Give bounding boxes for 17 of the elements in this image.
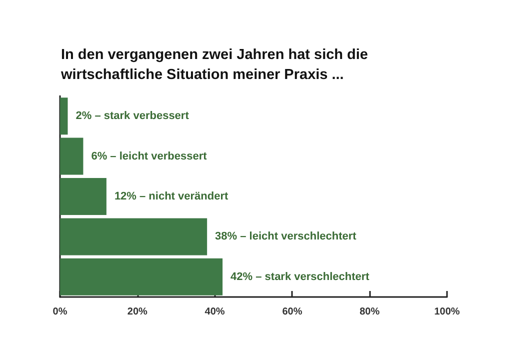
data-label: 2% – stark verbessert: [76, 110, 190, 122]
bar: [60, 218, 208, 256]
x-tick-label: 0%: [52, 306, 68, 318]
bar: [60, 258, 223, 296]
x-tick-label: 100%: [434, 306, 460, 318]
data-label: 6% – leicht verbessert: [91, 150, 208, 162]
bar: [60, 178, 106, 215]
data-label: 12% – nicht verändert: [114, 190, 228, 202]
bar: [60, 138, 84, 175]
data-label: 42% – stark verschlechtert: [230, 270, 370, 283]
chart-title: In den vergangenen zwei Jahren hat sich die wirtschaftliche Situation meiner Praxis ...: [60, 47, 368, 83]
x-tick-label: 80%: [360, 306, 380, 318]
bar: [60, 98, 68, 135]
x-tick-label: 20%: [127, 306, 148, 318]
x-tick-label: 40%: [204, 306, 225, 318]
data-label: 38% – leicht verschlechtert: [215, 230, 357, 243]
x-tick-label: 60%: [282, 306, 302, 318]
